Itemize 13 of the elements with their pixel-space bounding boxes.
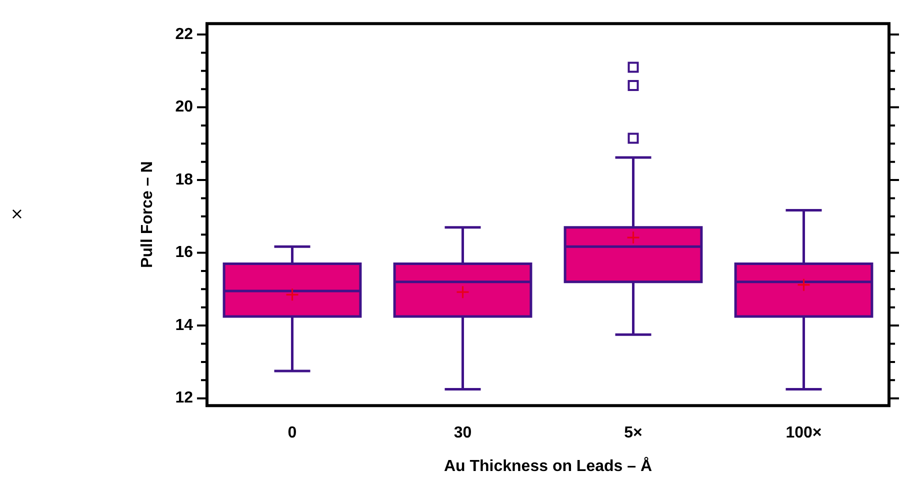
x-tick-label: 30 bbox=[454, 424, 472, 442]
x-axis-title: Au Thickness on Leads – Å bbox=[444, 456, 652, 475]
y-tick-label: 18 bbox=[175, 171, 194, 188]
x-tick-label: 100× bbox=[786, 424, 822, 442]
y-tick-label: 16 bbox=[175, 244, 194, 262]
y-tick-label: 20 bbox=[175, 98, 194, 116]
text: × bbox=[10, 204, 24, 223]
y-axis-title: Pull Force – N bbox=[139, 161, 156, 268]
x-tick-label: 5× bbox=[624, 424, 642, 442]
x-tick-label: 0 bbox=[288, 424, 297, 442]
y-tick-label: 14 bbox=[175, 316, 194, 334]
y-tick-label: 12 bbox=[175, 390, 194, 407]
y-tick-label: 22 bbox=[175, 26, 194, 43]
